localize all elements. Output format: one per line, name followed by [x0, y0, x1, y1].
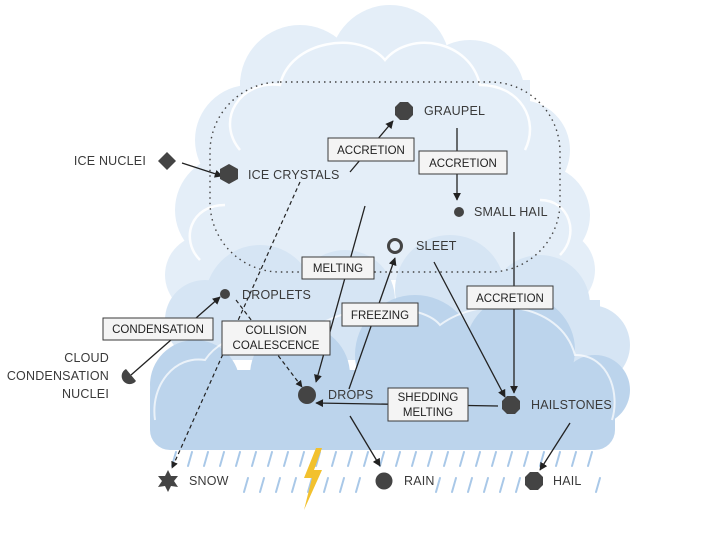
process-label: CONDENSATION — [112, 324, 204, 336]
rain-streak — [243, 477, 249, 493]
rain-circle-icon — [375, 472, 393, 490]
rain-streak — [507, 451, 513, 467]
cloud-background — [150, 5, 630, 450]
freezing-box: FREEZING — [341, 302, 419, 327]
rain-streak — [339, 477, 345, 493]
sleet-label: SLEET — [416, 239, 457, 253]
ice-nuclei-label: ICE NUCLEI — [74, 154, 146, 168]
process-label-line2: COALESCENCE — [233, 340, 320, 352]
collision-coalescence-box: COLLISION COALESCENCE — [221, 320, 331, 356]
ccn-label-line2: CONDENSATION — [7, 369, 109, 383]
ice-crystals-label: ICE CRYSTALS — [248, 168, 340, 182]
accretion-box-3: ACCRETION — [466, 285, 554, 310]
rain-streak — [555, 451, 561, 467]
rain-streak — [499, 477, 505, 493]
rain-streak — [571, 451, 577, 467]
hail-label: HAIL — [553, 474, 582, 488]
rain-streak — [235, 451, 241, 467]
accretion-box-1: ACCRETION — [327, 137, 415, 162]
condensation-box: CONDENSATION — [102, 317, 214, 341]
rain-streak — [203, 451, 209, 467]
rain-streak — [491, 451, 497, 467]
node-labels: ICE NUCLEI ICE CRYSTALS GRAUPEL SMALL HA… — [7, 104, 612, 488]
ice-nuclei-diamond-icon — [158, 152, 176, 170]
melting-box: MELTING — [301, 256, 375, 280]
rain-streak — [395, 451, 401, 467]
markers — [121, 102, 543, 492]
process-label: ACCRETION — [476, 293, 544, 305]
process-label: ACCRETION — [337, 145, 405, 157]
rain-streak — [411, 451, 417, 467]
rain-streak — [347, 451, 353, 467]
small-hail-dot-icon — [454, 207, 464, 217]
rain-streak — [283, 451, 289, 467]
lightning-icon — [304, 448, 322, 510]
shedding-melting-box: SHEDDING MELTING — [387, 387, 469, 422]
rain-streak — [459, 451, 465, 467]
droplets-dot-icon — [220, 289, 230, 299]
rain-streak — [291, 477, 297, 493]
rain-streak — [443, 451, 449, 467]
rain-streak — [451, 477, 457, 493]
process-label: ACCRETION — [429, 158, 497, 170]
rain-streak — [307, 477, 313, 493]
ice-region-outline — [209, 81, 561, 273]
graupel-label: GRAUPEL — [424, 104, 485, 118]
ccn-label-line1: CLOUD — [64, 351, 109, 365]
rain-streak — [267, 451, 273, 467]
rain-streak — [587, 451, 593, 467]
accretion-box-2: ACCRETION — [418, 150, 508, 175]
process-label-line1: SHEDDING — [398, 392, 459, 404]
rain-streak — [363, 451, 369, 467]
process-label-line2: MELTING — [403, 407, 453, 419]
rain-streak — [187, 451, 193, 467]
rain-streak — [219, 451, 225, 467]
droplets-label: DROPLETS — [242, 288, 311, 302]
rain-streak — [515, 477, 521, 493]
rain-streak — [595, 477, 601, 493]
process-label-line1: COLLISION — [245, 325, 306, 337]
drops-label: DROPS — [328, 388, 373, 402]
rain-streak — [467, 477, 473, 493]
hailstones-label: HAILSTONES — [531, 398, 612, 412]
rain-label: RAIN — [404, 474, 435, 488]
process-label: MELTING — [313, 263, 363, 275]
rain-streak — [475, 451, 481, 467]
drops-circle-icon — [298, 386, 316, 404]
ccn-half-circle-icon — [121, 369, 136, 385]
rain-streak — [379, 451, 385, 467]
hailstones-octagon-icon — [502, 396, 520, 414]
rain-streak — [259, 477, 265, 493]
rain-streak — [251, 451, 257, 467]
sleet-ring-icon — [387, 238, 403, 254]
rain-streak — [427, 451, 433, 467]
ice-crystals-hexagon-icon — [220, 164, 238, 184]
snow-label: SNOW — [189, 474, 229, 488]
rain-streak — [323, 477, 329, 493]
process-label: FREEZING — [351, 310, 409, 322]
graupel-octagon-icon — [395, 102, 413, 120]
snow-star-icon — [158, 470, 178, 492]
rain-streak — [331, 451, 337, 467]
hail-octagon-icon — [525, 472, 543, 490]
rain-streak — [523, 451, 529, 467]
rain-streak — [355, 477, 361, 493]
ccn-label-line3: NUCLEI — [62, 387, 109, 401]
small-hail-label: SMALL HAIL — [474, 205, 548, 219]
rain-streak — [435, 477, 441, 493]
rain-streak — [483, 477, 489, 493]
rain-streak — [275, 477, 281, 493]
process-boxes: ACCRETION ACCRETION ACCRETION MELTING FR… — [102, 137, 554, 422]
rain-streak — [299, 451, 305, 467]
